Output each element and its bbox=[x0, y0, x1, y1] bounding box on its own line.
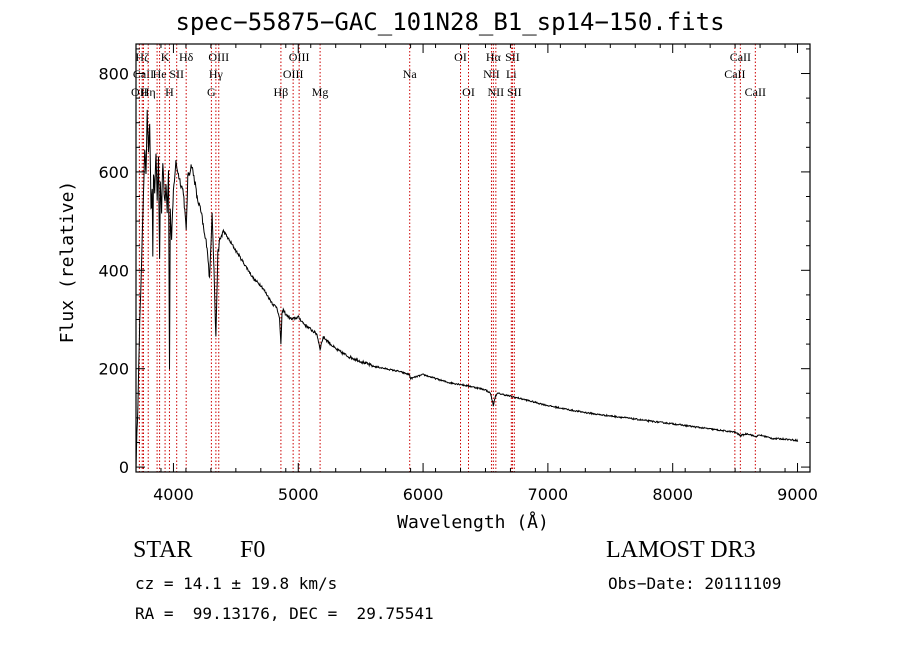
line-marker-label: NII bbox=[488, 85, 505, 99]
x-tick-label: 7000 bbox=[528, 485, 569, 504]
x-tick-label: 4000 bbox=[153, 485, 194, 504]
line-marker-label: SII bbox=[507, 85, 522, 99]
line-marker-label: OI bbox=[454, 50, 467, 64]
object-type: STAR bbox=[133, 537, 193, 563]
chart-title: spec−55875−GAC_101N28_B1_sp14−150.fits bbox=[175, 8, 725, 36]
line-marker-label: Na bbox=[403, 67, 418, 81]
y-tick-label: 600 bbox=[98, 163, 129, 182]
line-marker-label: OIII bbox=[208, 50, 229, 64]
line-marker-label: H bbox=[165, 85, 174, 99]
line-marker-label: He bbox=[153, 67, 167, 81]
line-markers: OII Hζ CaII Hη He K H SII Hδ G Hγ OIII Hβ OIII OIII Mg N… bbox=[131, 44, 766, 472]
line-marker-label: CaII bbox=[724, 67, 745, 81]
y-tick-label: 0 bbox=[119, 458, 129, 477]
line-marker-label: Hζ bbox=[135, 50, 149, 64]
line-marker-label: Mg bbox=[312, 85, 329, 99]
x-axis-label: Wavelength (Å) bbox=[397, 511, 549, 533]
y-axis-label: Flux (relative) bbox=[57, 181, 78, 344]
observation-date: Obs−Date: 20111109 bbox=[608, 574, 782, 593]
line-marker-label: Hη bbox=[141, 85, 156, 99]
x-tick-label: 9000 bbox=[777, 485, 818, 504]
x-tick-label: 5000 bbox=[278, 485, 319, 504]
plot-frame bbox=[135, 43, 811, 473]
y-axis: 0 200 400 600 800 bbox=[98, 48, 810, 477]
line-marker-label: SII bbox=[505, 50, 520, 64]
line-marker-label: Hγ bbox=[209, 67, 224, 81]
line-marker-label: Hα bbox=[486, 50, 502, 64]
x-tick-label: 8000 bbox=[652, 485, 693, 504]
line-marker-label: Hδ bbox=[179, 50, 194, 64]
redshift-velocity: cz = 14.1 ± 19.8 km/s bbox=[135, 574, 338, 593]
line-marker-label: OII bbox=[131, 85, 148, 99]
line-marker-label: Hβ bbox=[274, 85, 289, 99]
x-axis: 4000 5000 6000 7000 8000 9000 bbox=[135, 44, 818, 504]
line-marker-label: NII bbox=[483, 67, 500, 81]
line-marker-label: OIII bbox=[289, 50, 310, 64]
line-marker-label: G bbox=[207, 85, 216, 99]
survey-name: LAMOST DR3 bbox=[606, 537, 756, 563]
y-tick-label: 200 bbox=[98, 360, 129, 379]
object-class: F0 bbox=[240, 537, 266, 563]
series-group bbox=[135, 109, 799, 470]
line-marker-label: CaII bbox=[745, 85, 766, 99]
y-tick-label: 800 bbox=[98, 65, 129, 84]
line-marker-label: K bbox=[161, 50, 170, 64]
line-marker-label: CaII bbox=[730, 50, 751, 64]
line-marker-label: OI bbox=[462, 85, 475, 99]
x-tick-label: 6000 bbox=[403, 485, 444, 504]
coordinates: RA = 99.13176, DEC = 29.75541 bbox=[135, 604, 434, 623]
spectrum-line bbox=[135, 109, 799, 470]
line-marker-label: Li bbox=[506, 67, 517, 81]
line-marker-label: SII bbox=[169, 67, 184, 81]
y-tick-label: 400 bbox=[98, 261, 129, 280]
line-marker-label: OIII bbox=[283, 67, 304, 81]
